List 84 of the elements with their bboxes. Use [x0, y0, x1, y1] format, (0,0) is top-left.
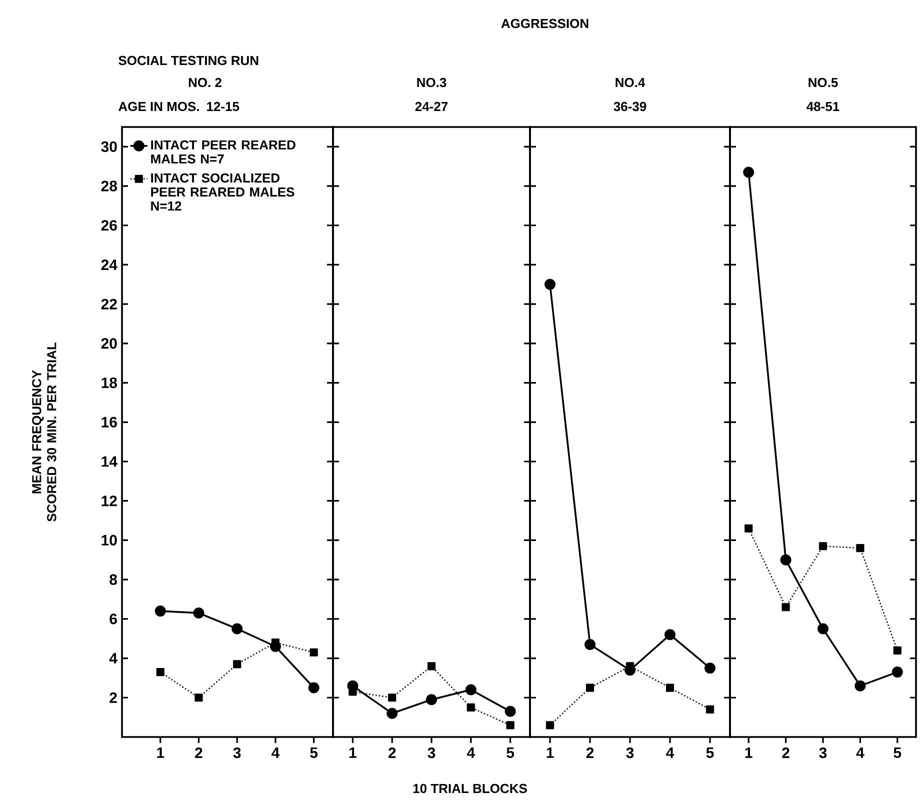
- y-tick-label: 24: [101, 259, 118, 270]
- legend-label: INTACT PEER REARED MALES N=7: [151, 140, 296, 164]
- y-tick-label: 4: [109, 653, 118, 664]
- chart-subtitle: 24-27: [415, 102, 448, 111]
- x-tick-label: 4: [466, 748, 475, 758]
- chart-subtitle: 36-39: [614, 102, 646, 112]
- point: [893, 646, 902, 654]
- x-tick-label: 1: [546, 748, 554, 758]
- chart-title: NO.3: [417, 78, 446, 88]
- point: [310, 648, 318, 656]
- point: [664, 629, 676, 640]
- y-tick-label: 2: [110, 692, 117, 703]
- point: [546, 721, 554, 730]
- point: [193, 608, 204, 619]
- point: [818, 542, 828, 550]
- x-tick-label: 2: [388, 748, 396, 758]
- y-tick-label: 18: [102, 377, 117, 388]
- x-tick-label: 4: [666, 748, 674, 758]
- point: [232, 623, 243, 634]
- text: AGE IN MOS.: [118, 102, 199, 112]
- point: [704, 662, 716, 674]
- x-tick-label: 2: [195, 748, 202, 758]
- point: [465, 684, 476, 696]
- point: [892, 666, 903, 678]
- point: [706, 705, 714, 714]
- y-tick-label: 22: [101, 298, 117, 310]
- chart-title: NO.5: [808, 78, 838, 88]
- y-tick-label: 28: [101, 180, 117, 192]
- y-tick-label: 8: [110, 574, 118, 585]
- point: [856, 544, 864, 552]
- y-axis-title: MEAN FREQUENCY SCORED 30 MIN. PER TRIAL: [32, 342, 56, 522]
- x-tick-label: 5: [706, 748, 714, 758]
- text: SOCIAL TESTING RUN: [118, 56, 258, 66]
- x-tick-label: 3: [428, 748, 436, 758]
- point: [666, 684, 674, 692]
- point: [194, 694, 203, 702]
- x-tick-label: 1: [349, 748, 356, 758]
- x-tick-label: 3: [626, 748, 634, 758]
- point: [156, 668, 164, 676]
- x-tick-label: 3: [819, 748, 827, 758]
- x-tick-label: 2: [586, 748, 594, 758]
- x-tick-label: 5: [310, 748, 318, 758]
- chart-title: NO.4: [616, 78, 646, 88]
- y-tick-label: 16: [102, 416, 117, 428]
- y-tick-label: 12: [102, 496, 117, 506]
- x-tick-label: 4: [856, 748, 864, 758]
- point: [584, 639, 596, 650]
- y-tick-label: 30: [101, 141, 117, 152]
- point: [427, 662, 436, 670]
- x-tick-label: 5: [506, 748, 514, 758]
- point: [308, 682, 320, 694]
- point: [782, 603, 790, 612]
- legend-label: INTACT SOCIALIZED PEER REARED MALES N=12: [151, 173, 294, 210]
- x-tick-label: 5: [894, 748, 902, 758]
- y-tick-label: 6: [110, 614, 117, 624]
- x-tick-label: 3: [233, 748, 241, 758]
- point: [506, 721, 514, 730]
- point: [504, 706, 516, 717]
- text: 10 TRIAL BLOCKS: [413, 784, 527, 794]
- point: [154, 606, 166, 617]
- point: [744, 524, 753, 532]
- point: [426, 694, 438, 706]
- point: [544, 278, 556, 290]
- point: [586, 684, 594, 692]
- y-tick-label: 20: [101, 338, 117, 349]
- y-tick-label: 26: [101, 220, 117, 231]
- point: [388, 694, 396, 702]
- text: AGGRESSION: [501, 18, 588, 28]
- x-tick-label: 4: [272, 748, 280, 758]
- y-tick-label: 10: [102, 534, 117, 546]
- chart-subtitle: 48-51: [806, 102, 840, 112]
- point: [386, 708, 398, 719]
- y-tick-label: 14: [102, 456, 118, 467]
- point: [780, 554, 792, 566]
- chart-title: NO. 2: [188, 78, 222, 88]
- x-tick-label: 1: [157, 748, 164, 758]
- chart-subtitle: 12-15: [207, 102, 240, 112]
- point: [818, 623, 828, 634]
- point: [466, 703, 475, 712]
- point: [743, 166, 754, 178]
- point: [854, 680, 866, 692]
- x-tick-label: 1: [745, 748, 752, 758]
- x-tick-label: 2: [782, 748, 790, 758]
- point: [233, 660, 242, 668]
